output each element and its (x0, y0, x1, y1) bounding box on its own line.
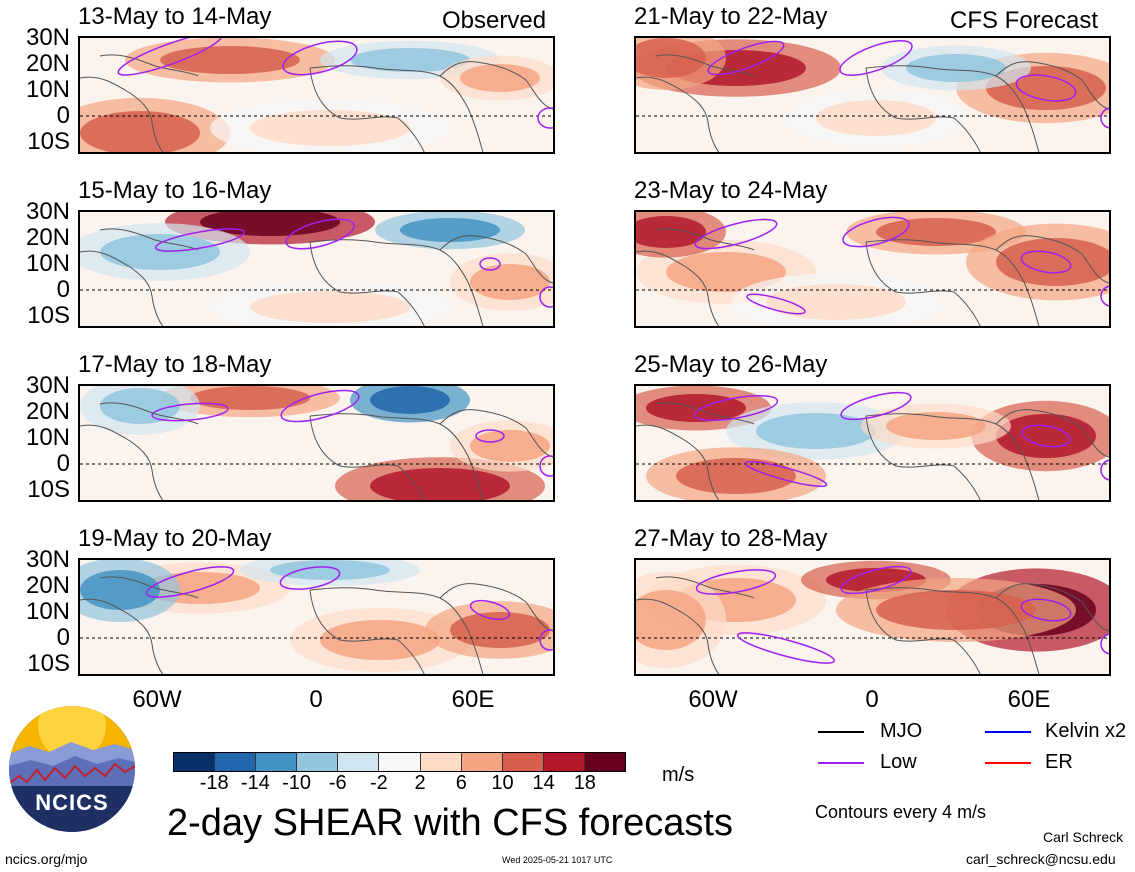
panel-title-obs-2: 15-May to 16-May (78, 177, 272, 204)
lat-label-row3-3: 0 (56, 450, 70, 477)
map-panel-obs-2 (78, 210, 555, 328)
lat-label-row1-1: 20N (25, 50, 70, 77)
lat-label-row1-0: 30N (25, 24, 70, 51)
lat-label-row4-1: 20N (25, 572, 70, 599)
observed-label: Observed (442, 7, 547, 34)
legend-label-mjo: MJO (880, 720, 923, 742)
colorbar-swatch (420, 753, 462, 771)
main-title: 2-day SHEAR with CFS forecasts (167, 802, 733, 844)
lat-label-row2-1: 20N (25, 224, 70, 251)
panel-title-obs-4: 19-May to 20-May (78, 525, 272, 552)
map-panel-obs-3 (78, 384, 555, 502)
colorbar-tick-label: 14 (532, 772, 555, 794)
panel-title-fc-1: 21-May to 22-May (634, 3, 828, 30)
logo-text: NCICS (35, 790, 109, 815)
lat-label-row2-3: 0 (56, 276, 70, 303)
map-panel-fc-4 (634, 558, 1111, 676)
lat-label-row3-4: 10S (27, 476, 70, 503)
map-panel-obs-1 (78, 36, 555, 154)
lat-label-row1-2: 10N (25, 76, 70, 103)
ncics-logo: NCICS (9, 706, 135, 832)
footer-author: Carl Schreck (1043, 829, 1124, 845)
map-panel-fc-1 (634, 36, 1111, 154)
colorbar-tick-label: 10 (491, 772, 514, 794)
lat-label-row4-2: 10N (25, 598, 70, 625)
colorbar-tick-label: 18 (573, 772, 596, 794)
colorbar-units: m/s (662, 764, 695, 786)
lat-label-row3-0: 30N (25, 372, 70, 399)
lon-label-60e-left: 60E (451, 686, 495, 713)
colorbar-swatch (461, 753, 503, 771)
lat-label-row3-2: 10N (25, 424, 70, 451)
colorbar-tick-label: 6 (455, 772, 467, 794)
colorbar-swatch (338, 753, 380, 771)
colorbar-tick-label: -18 (199, 772, 229, 794)
legend-label-er: ER (1045, 751, 1073, 773)
panel-title-obs-3: 17-May to 18-May (78, 351, 272, 378)
map-panel-fc-2 (634, 210, 1111, 328)
lat-label-row2-2: 10N (25, 250, 70, 277)
legend-label-kelvin: Kelvin x2 (1045, 720, 1127, 742)
contours-note: Contours every 4 m/s (815, 802, 987, 822)
footer-timestamp: Wed 2025-05-21 1017 UTC (502, 855, 613, 865)
legend-line-er (985, 762, 1031, 764)
colorbar-tick-label: -14 (240, 772, 270, 794)
panel-title-fc-3: 25-May to 26-May (634, 351, 828, 378)
logo-graphic (9, 706, 135, 832)
colorbar-swatch (256, 753, 298, 771)
legend-line-mjo (818, 731, 864, 733)
map-panel-obs-4 (78, 558, 555, 676)
lat-label-row3-1: 20N (25, 398, 70, 425)
colorbar-swatch (502, 753, 544, 771)
footer-url: ncics.org/mjo (5, 851, 88, 867)
lat-label-row4-3: 0 (56, 624, 70, 651)
lon-label-0-right: 0 (865, 686, 879, 713)
colorbar-swatch (297, 753, 339, 771)
lat-label-row4-4: 10S (27, 650, 70, 677)
panel-title-obs-1: 13-May to 14-May (78, 3, 272, 30)
colorbar-swatch (584, 753, 626, 771)
panel-title-fc-2: 23-May to 24-May (634, 177, 828, 204)
colorbar-tick-label: 2 (414, 772, 426, 794)
colorbar-swatch (215, 753, 257, 771)
colorbar-swatch (174, 753, 216, 771)
lat-label-row4-0: 30N (25, 546, 70, 573)
lat-label-row1-4: 10S (27, 128, 70, 155)
colorbar (173, 752, 626, 772)
panel-title-fc-4: 27-May to 28-May (634, 525, 828, 552)
lon-label-60w-right: 60W (688, 686, 738, 713)
lon-label-60e-right: 60E (1007, 686, 1051, 713)
lon-label-0-left: 0 (309, 686, 323, 713)
legend-line-kelvin (985, 731, 1031, 733)
lat-label-row2-0: 30N (25, 198, 70, 225)
colorbar-tick-label: -6 (328, 772, 347, 794)
footer-email: carl_schreck@ncsu.edu (966, 851, 1116, 867)
lat-label-row2-4: 10S (27, 302, 70, 329)
lon-label-60w-left: 60W (132, 686, 182, 713)
colorbar-swatch (543, 753, 585, 771)
lat-label-row1-3: 0 (56, 102, 70, 129)
map-panel-fc-3 (634, 384, 1111, 502)
colorbar-swatch (379, 753, 421, 771)
colorbar-tick-label: -2 (370, 772, 388, 794)
legend-label-low: Low (880, 751, 917, 773)
colorbar-tick-label: -10 (282, 772, 311, 794)
legend-line-low (818, 762, 864, 764)
forecast-label: CFS Forecast (950, 7, 1099, 34)
